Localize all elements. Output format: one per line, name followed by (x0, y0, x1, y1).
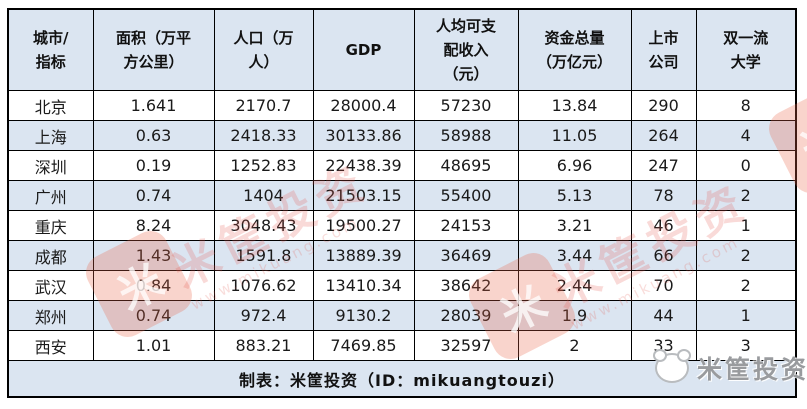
value-cell: 13889.39 (312, 240, 415, 271)
city-indicators-table: 城市/ 指标 面积（万平 方公里） 人口（万 人） GDP 人均可支 配收入 （… (7, 8, 797, 398)
table-row: 郑州 0.74 972.4 9130.2 28039 1.9 44 1 (7, 300, 797, 331)
value-cell: 66 (630, 240, 697, 271)
value-cell: 0 (695, 150, 797, 181)
city-cell: 上海 (7, 120, 94, 151)
value-cell: 2 (517, 330, 632, 361)
col-header-capital: 资金总量 （万亿元） (517, 8, 632, 91)
city-cell: 重庆 (7, 210, 94, 241)
city-cell: 郑州 (7, 300, 94, 331)
value-cell: 78 (630, 180, 697, 211)
value-cell: 28039 (413, 300, 519, 331)
col-header-population: 人口（万 人） (213, 8, 314, 91)
city-cell: 广州 (7, 180, 94, 211)
value-cell: 0.19 (92, 150, 215, 181)
table-credit: 制表：米筐投资（ID：mikuangtouzi） (7, 360, 797, 398)
value-cell: 1252.83 (213, 150, 314, 181)
city-cell: 武汉 (7, 270, 94, 301)
col-header-listed-companies: 上市 公司 (630, 8, 697, 91)
city-cell: 北京 (7, 90, 94, 121)
value-cell: 2 (695, 240, 797, 271)
value-cell: 1 (695, 300, 797, 331)
footer-row: 制表：米筐投资（ID：mikuangtouzi） (7, 360, 797, 398)
value-cell: 2170.7 (213, 90, 314, 121)
table-row: 武汉 0.84 1076.62 13410.34 38642 2.44 70 2 (7, 270, 797, 301)
value-cell: 1 (695, 210, 797, 241)
value-cell: 38642 (413, 270, 519, 301)
value-cell: 22438.39 (312, 150, 415, 181)
value-cell: 55400 (413, 180, 519, 211)
value-cell: 8.24 (92, 210, 215, 241)
col-header-city: 城市/ 指标 (7, 8, 94, 91)
value-cell: 290 (630, 90, 697, 121)
city-cell: 成都 (7, 240, 94, 271)
value-cell: 1.43 (92, 240, 215, 271)
value-cell: 1404 (213, 180, 314, 211)
table-row: 成都 1.43 1591.8 13889.39 36469 3.44 66 2 (7, 240, 797, 271)
table-row: 西安 1.01 883.21 7469.85 32597 2 33 3 (7, 330, 797, 361)
value-cell: 1591.8 (213, 240, 314, 271)
value-cell: 24153 (413, 210, 519, 241)
value-cell: 44 (630, 300, 697, 331)
value-cell: 3048.43 (213, 210, 314, 241)
value-cell: 19500.27 (312, 210, 415, 241)
value-cell: 1.641 (92, 90, 215, 121)
value-cell: 1076.62 (213, 270, 314, 301)
value-cell: 883.21 (213, 330, 314, 361)
city-cell: 西安 (7, 330, 94, 361)
table-body: 北京 1.641 2170.7 28000.4 57230 13.84 290 8 上海 0.63… (7, 90, 797, 361)
value-cell: 58988 (413, 120, 519, 151)
value-cell: 0.84 (92, 270, 215, 301)
col-header-gdp: GDP (312, 8, 415, 91)
table-row: 重庆 8.24 3048.43 19500.27 24153 3.21 46 1 (7, 210, 797, 241)
value-cell: 4 (695, 120, 797, 151)
value-cell: 13.84 (517, 90, 632, 121)
value-cell: 2 (695, 270, 797, 301)
city-comparison-table-wrap: 城市/ 指标 面积（万平 方公里） 人口（万 人） GDP 人均可支 配收入 （… (7, 8, 797, 398)
value-cell: 0.74 (92, 300, 215, 331)
value-cell: 36469 (413, 240, 519, 271)
value-cell: 2.44 (517, 270, 632, 301)
value-cell: 1.9 (517, 300, 632, 331)
value-cell: 0.74 (92, 180, 215, 211)
table-row: 上海 0.63 2418.33 30133.86 58988 11.05 264 4 (7, 120, 797, 151)
value-cell: 5.13 (517, 180, 632, 211)
city-cell: 深圳 (7, 150, 94, 181)
col-header-area: 面积（万平 方公里） (92, 8, 215, 91)
value-cell: 264 (630, 120, 697, 151)
value-cell: 30133.86 (312, 120, 415, 151)
value-cell: 247 (630, 150, 697, 181)
value-cell: 3.21 (517, 210, 632, 241)
value-cell: 0.63 (92, 120, 215, 151)
value-cell: 70 (630, 270, 697, 301)
value-cell: 8 (695, 90, 797, 121)
col-header-income: 人均可支 配收入 （元） (413, 8, 519, 91)
table-row: 广州 0.74 1404 21503.15 55400 5.13 78 2 (7, 180, 797, 211)
value-cell: 2418.33 (213, 120, 314, 151)
value-cell: 972.4 (213, 300, 314, 331)
value-cell: 46 (630, 210, 697, 241)
table-row: 深圳 0.19 1252.83 22438.39 48695 6.96 247 0 (7, 150, 797, 181)
value-cell: 21503.15 (312, 180, 415, 211)
header-row: 城市/ 指标 面积（万平 方公里） 人口（万 人） GDP 人均可支 配收入 （… (7, 8, 797, 91)
value-cell: 13410.34 (312, 270, 415, 301)
value-cell: 3 (695, 330, 797, 361)
value-cell: 3.44 (517, 240, 632, 271)
col-header-universities: 双一流 大学 (695, 8, 797, 91)
value-cell: 7469.85 (312, 330, 415, 361)
value-cell: 57230 (413, 90, 519, 121)
value-cell: 9130.2 (312, 300, 415, 331)
value-cell: 33 (630, 330, 697, 361)
value-cell: 11.05 (517, 120, 632, 151)
value-cell: 32597 (413, 330, 519, 361)
value-cell: 6.96 (517, 150, 632, 181)
value-cell: 28000.4 (312, 90, 415, 121)
value-cell: 1.01 (92, 330, 215, 361)
table-row: 北京 1.641 2170.7 28000.4 57230 13.84 290 8 (7, 90, 797, 121)
value-cell: 48695 (413, 150, 519, 181)
value-cell: 2 (695, 180, 797, 211)
